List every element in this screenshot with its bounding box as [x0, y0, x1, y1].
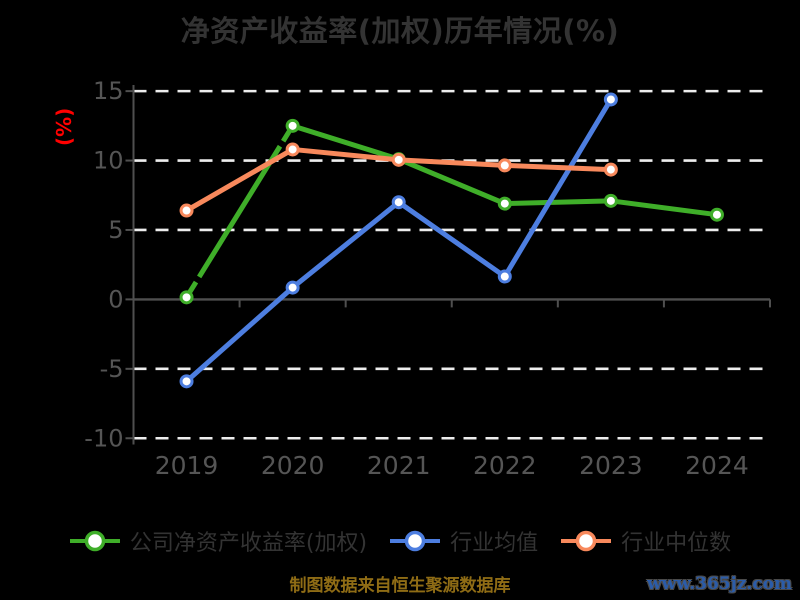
y-tick-label: -5: [100, 355, 124, 383]
x-tick-label: 2023: [579, 451, 643, 480]
legend-marker-line-circle-icon: [390, 530, 441, 552]
series-line-company-roe-weighted: [291, 123, 400, 162]
x-tick-label: 2022: [473, 451, 537, 480]
x-tick-label: 2019: [155, 451, 219, 480]
legend-label: 公司净资产收益率(加权): [129, 531, 368, 556]
y-tick-label: 5: [108, 216, 123, 244]
data-point-company-roe-weighted[interactable]: [709, 207, 724, 222]
series-line-company-roe-weighted: [397, 156, 506, 206]
legend-label: 行业中位数: [621, 531, 732, 556]
legend-marker-line-circle-icon: [561, 530, 612, 552]
x-tick-label: 2024: [685, 451, 749, 480]
series-line-company-roe-weighted: [610, 198, 718, 218]
data-point-industry-median[interactable]: [603, 162, 618, 177]
data-point-industry-average[interactable]: [497, 269, 512, 284]
watermark: www.365jz.com: [647, 574, 792, 594]
y-tick-label: 10: [93, 147, 124, 175]
series-line-company-roe-weighted: [184, 124, 295, 299]
legend-label: 行业均值: [450, 531, 539, 556]
data-point-company-roe-weighted[interactable]: [603, 193, 618, 208]
chart-legend: 公司净资产收益率(加权) 行业均值 行业中位数: [0, 524, 800, 558]
x-tick-label: 2020: [261, 451, 325, 480]
series-line-industry-average: [184, 96, 614, 384]
data-point-industry-median[interactable]: [391, 152, 406, 167]
data-point-industry-average[interactable]: [391, 195, 406, 210]
data-point-company-roe-weighted[interactable]: [179, 290, 194, 305]
data-point-industry-average[interactable]: [603, 92, 618, 107]
series-line-company-roe-weighted: [504, 198, 611, 207]
legend-item-industry-median[interactable]: 行业中位数: [560, 525, 731, 557]
data-point-industry-average[interactable]: [285, 280, 300, 295]
data-point-industry-median[interactable]: [179, 203, 194, 218]
data-point-industry-median[interactable]: [497, 158, 512, 173]
data-point-company-roe-weighted[interactable]: [285, 118, 300, 133]
legend-item-industry-average[interactable]: 行业均值: [389, 525, 538, 557]
data-source-note: 制图数据来自恒生聚源数据库: [289, 576, 511, 596]
data-point-company-roe-weighted[interactable]: [497, 196, 512, 211]
x-tick-label: 2021: [367, 451, 431, 480]
y-tick-label: -10: [84, 424, 123, 452]
data-point-industry-median[interactable]: [285, 142, 300, 157]
legend-item-company-roe-weighted[interactable]: 公司净资产收益率(加权): [69, 525, 367, 557]
y-tick-label: 15: [93, 77, 124, 105]
legend-marker-line-circle-icon: [69, 530, 120, 552]
data-point-industry-average[interactable]: [179, 374, 194, 389]
y-tick-label: 0: [108, 285, 123, 313]
chart-title: 净资产收益率(加权)历年情况(%): [180, 14, 620, 48]
